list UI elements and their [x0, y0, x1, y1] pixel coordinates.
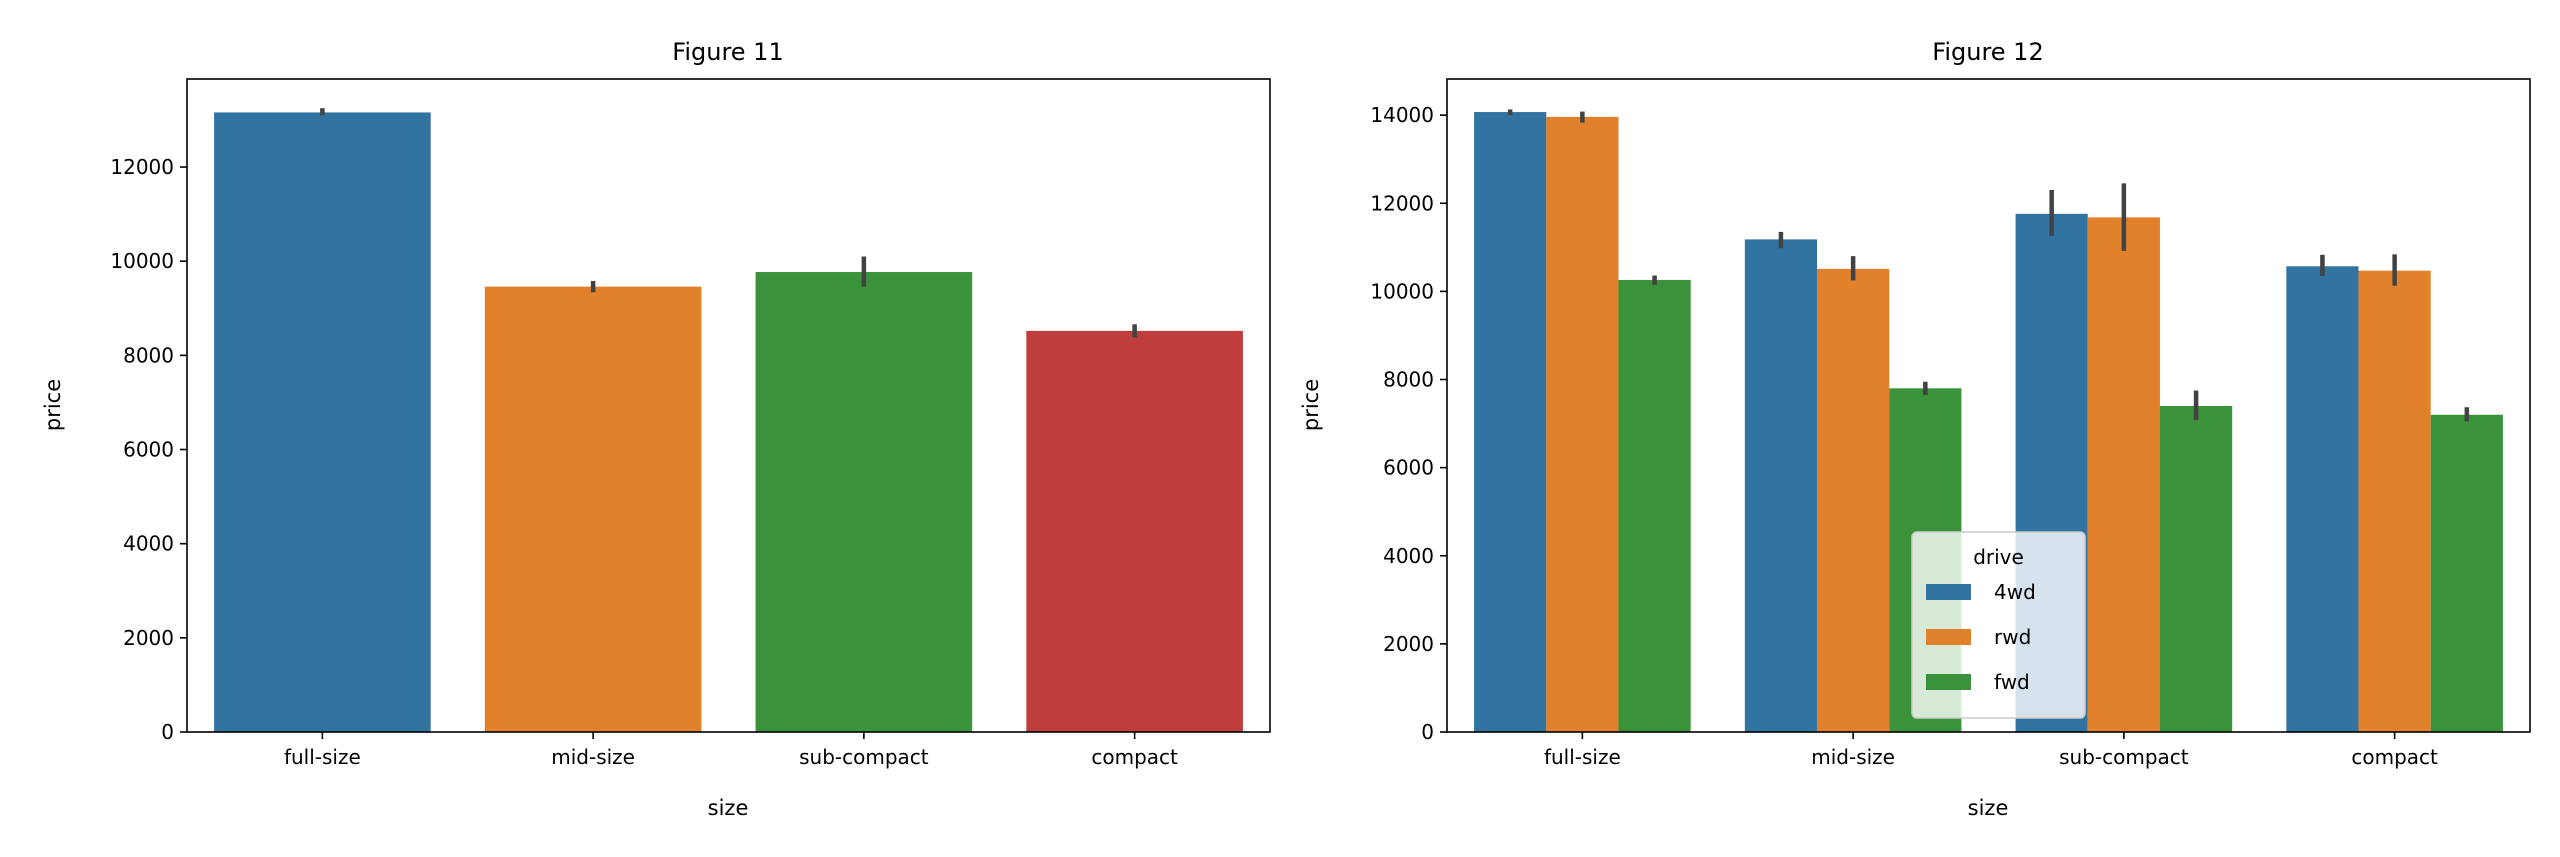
bar	[2430, 414, 2503, 732]
y-tick-label: 2000	[1383, 632, 1434, 656]
legend-label: 4wd	[1994, 580, 2036, 604]
y-tick-label: 6000	[1383, 456, 1434, 480]
bar	[2358, 270, 2431, 732]
y-tick-label: 12000	[1370, 191, 1434, 215]
bar	[1744, 239, 1818, 732]
legend-label: fwd	[1994, 670, 2030, 694]
x-tick-label: sub-compact	[799, 745, 929, 769]
legend-label: rwd	[1994, 625, 2031, 649]
y-tick-label: 0	[161, 720, 174, 744]
legend-title: drive	[1973, 545, 2024, 569]
chart-title: Figure 11	[672, 38, 783, 66]
y-tick-label: 6000	[123, 438, 174, 462]
bar	[1618, 279, 1691, 732]
y-tick-label: 4000	[123, 532, 174, 556]
x-tick-label: compact	[2351, 745, 2438, 769]
x-tick-label: compact	[1091, 745, 1178, 769]
y-axis-label: price	[41, 379, 65, 431]
bar	[2087, 217, 2160, 732]
x-tick-label: full-size	[1544, 745, 1621, 769]
chart-title: Figure 12	[1932, 38, 2043, 66]
legend-swatch	[1926, 584, 1971, 600]
y-tick-label: 10000	[1370, 279, 1434, 303]
bar	[2159, 405, 2233, 732]
bar	[1474, 112, 1547, 732]
y-tick-label: 2000	[123, 626, 174, 650]
bar	[1026, 330, 1243, 732]
y-tick-label: 12000	[110, 155, 174, 179]
axes-frame	[186, 78, 1271, 733]
bar	[484, 286, 702, 732]
axes-frame	[1446, 78, 2531, 733]
chart-figure-12: Figure 12 size price 0 2000 4000 6000 8000 10…	[1299, 38, 2531, 820]
x-tick-label: mid-size	[551, 745, 635, 769]
x-tick-label: full-size	[284, 745, 361, 769]
x-tick-label: mid-size	[1811, 745, 1895, 769]
bar	[1546, 116, 1619, 733]
x-tick-label: sub-compact	[2059, 745, 2189, 769]
y-tick-label: 8000	[1383, 368, 1434, 392]
chart-figure-11: Figure 11 size price 0 2000 4000 6000 8000 10…	[41, 38, 1271, 820]
legend-swatch	[1926, 629, 1971, 645]
y-tick-label: 0	[1421, 720, 1434, 744]
bar	[1817, 268, 1890, 732]
x-axis-label: size	[708, 796, 749, 820]
y-axis-label: price	[1299, 379, 1323, 431]
y-tick-label: 4000	[1383, 544, 1434, 568]
bar	[214, 112, 431, 732]
x-axis-label: size	[1968, 796, 2009, 820]
y-tick-label: 8000	[123, 343, 174, 367]
legend-swatch	[1926, 674, 1971, 690]
bar	[755, 272, 973, 732]
y-tick-label: 10000	[110, 249, 174, 273]
legend-box	[1911, 531, 2086, 719]
bar	[2286, 266, 2359, 732]
y-tick-label: 14000	[1370, 103, 1434, 127]
legend: drive 4wd rwd fwd	[1911, 531, 2086, 719]
